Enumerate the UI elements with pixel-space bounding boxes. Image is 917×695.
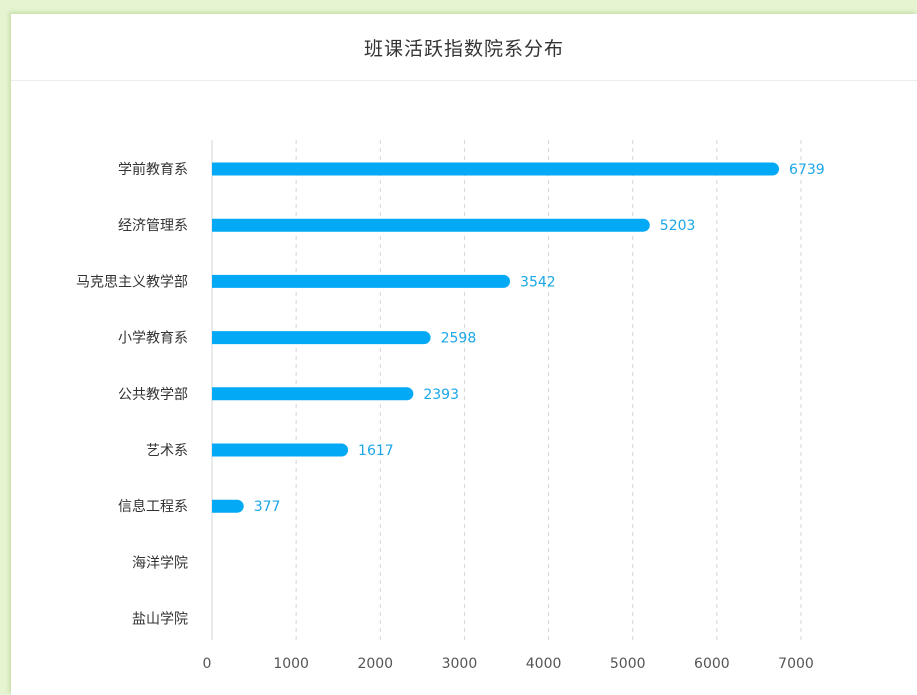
bar <box>212 331 431 345</box>
x-tick-label: 6000 <box>694 656 730 672</box>
value-label: 3542 <box>520 274 556 290</box>
value-label: 377 <box>254 499 281 515</box>
chart-title: 班课活跃指数院系分布 <box>363 38 564 60</box>
bar <box>212 274 511 288</box>
value-label: 1617 <box>358 443 394 459</box>
category-label: 公共教学部 <box>118 387 188 403</box>
x-tick-label: 5000 <box>610 656 646 672</box>
category-label: 马克思主义教学部 <box>76 274 188 290</box>
x-tick-label: 1000 <box>273 656 309 672</box>
bar <box>212 162 780 176</box>
value-label: 6739 <box>789 162 825 178</box>
x-tick-label: 0 <box>203 656 212 672</box>
category-label: 艺术系 <box>146 443 188 459</box>
x-tick-label: 4000 <box>526 656 562 672</box>
bar <box>212 387 414 401</box>
category-label: 信息工程系 <box>118 498 188 515</box>
title-bar: 班课活跃指数院系分布 <box>11 14 917 81</box>
value-label: 2598 <box>441 331 477 347</box>
x-tick-label: 7000 <box>778 656 814 672</box>
x-tick-label: 3000 <box>442 656 478 672</box>
bar <box>212 499 244 513</box>
value-label: 5203 <box>660 218 696 234</box>
category-label: 学前教育系 <box>118 161 188 178</box>
category-label: 海洋学院 <box>132 555 188 571</box>
bar <box>212 443 349 457</box>
category-label: 盐山学院 <box>132 612 188 628</box>
value-label: 2393 <box>423 387 459 403</box>
bar <box>212 218 650 232</box>
x-tick-label: 2000 <box>357 656 393 672</box>
category-label: 经济管理系 <box>118 218 188 234</box>
category-label: 小学教育系 <box>118 331 188 347</box>
